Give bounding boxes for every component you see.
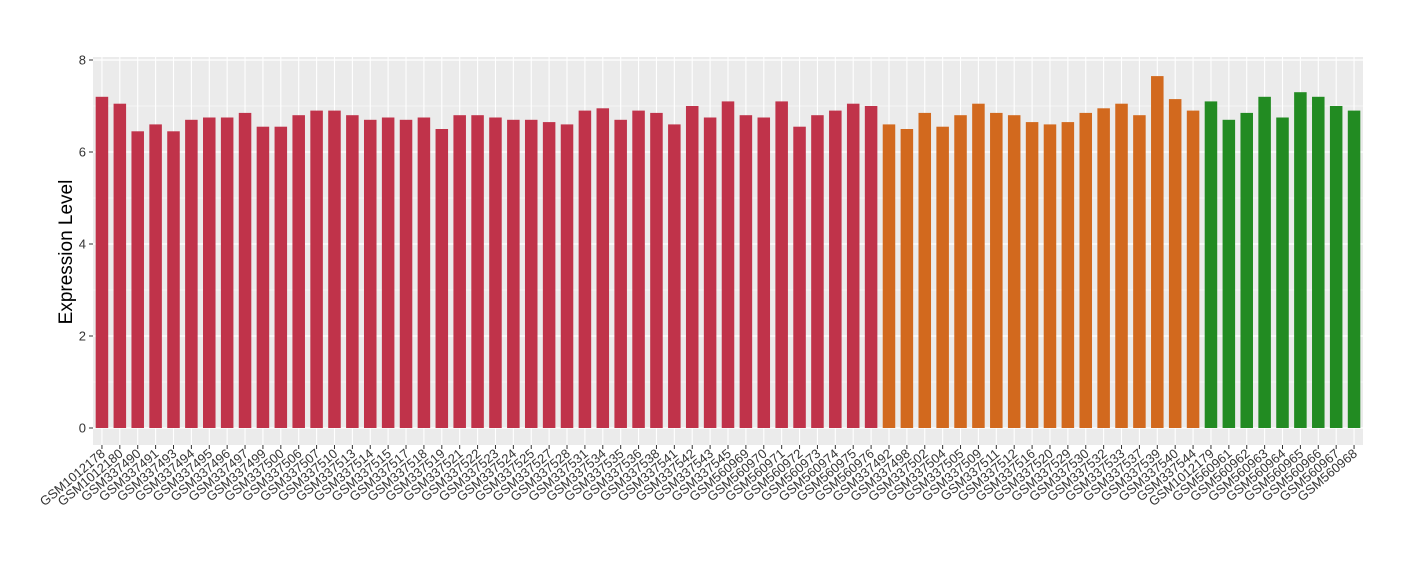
bar (185, 119, 198, 429)
bar (507, 119, 520, 429)
bar (471, 115, 484, 428)
bar (524, 119, 538, 429)
bar (131, 131, 144, 429)
bar (1294, 92, 1307, 428)
y-tick-label: 8 (79, 53, 86, 68)
bar (1240, 112, 1253, 429)
bar (149, 124, 162, 429)
bar (363, 119, 377, 429)
bar (990, 112, 1003, 429)
bar (900, 129, 914, 428)
y-axis-label: Expression Level (56, 180, 77, 325)
bar (1222, 119, 1236, 429)
bar (1043, 124, 1057, 429)
bar (596, 108, 610, 429)
bar (560, 124, 574, 429)
bar (972, 103, 985, 428)
bar (1025, 122, 1039, 428)
bar (220, 117, 234, 428)
bar (1258, 96, 1271, 429)
bar (1347, 110, 1361, 428)
bar (757, 117, 771, 428)
bar (453, 115, 466, 428)
bar (256, 126, 270, 428)
bar (793, 126, 806, 428)
bar (310, 110, 323, 428)
bar (1097, 108, 1110, 429)
y-tick-label: 6 (79, 145, 86, 160)
bar (1329, 106, 1343, 428)
bar (882, 124, 896, 429)
bar (1186, 110, 1200, 428)
bar (1061, 122, 1075, 428)
bar (1115, 103, 1128, 428)
bar (632, 110, 645, 428)
bar (918, 112, 932, 429)
bar (417, 117, 431, 428)
bar (1133, 115, 1146, 428)
bar (238, 112, 252, 429)
bar (936, 126, 949, 428)
bar (381, 117, 395, 428)
bar (274, 126, 288, 428)
bar (1151, 76, 1164, 428)
bar (1312, 96, 1325, 429)
bar (703, 117, 717, 428)
y-tick-label: 0 (79, 421, 86, 436)
bar (846, 103, 860, 428)
bar (1007, 115, 1021, 428)
bar (614, 119, 627, 429)
bar (685, 106, 699, 428)
bar (829, 110, 842, 428)
bar (1204, 101, 1218, 429)
bar (578, 110, 592, 428)
bar (954, 115, 967, 428)
bar (1276, 117, 1289, 428)
bar (113, 103, 127, 428)
bar (739, 115, 753, 428)
bar (775, 101, 788, 429)
bar (435, 129, 449, 428)
bar (203, 117, 216, 428)
bar (1079, 112, 1093, 429)
bar (864, 106, 878, 428)
bar (668, 124, 681, 429)
bar (292, 115, 305, 428)
bar (811, 115, 824, 428)
bar (399, 119, 413, 429)
bar (489, 117, 502, 428)
bar (167, 131, 180, 429)
bar (1168, 99, 1182, 428)
bar (328, 110, 341, 428)
y-tick-label: 2 (79, 329, 86, 344)
bar (95, 96, 109, 429)
y-tick-label: 4 (79, 237, 86, 252)
bar (721, 101, 735, 429)
bar (542, 122, 556, 428)
bar (650, 112, 663, 429)
bar (346, 115, 359, 428)
